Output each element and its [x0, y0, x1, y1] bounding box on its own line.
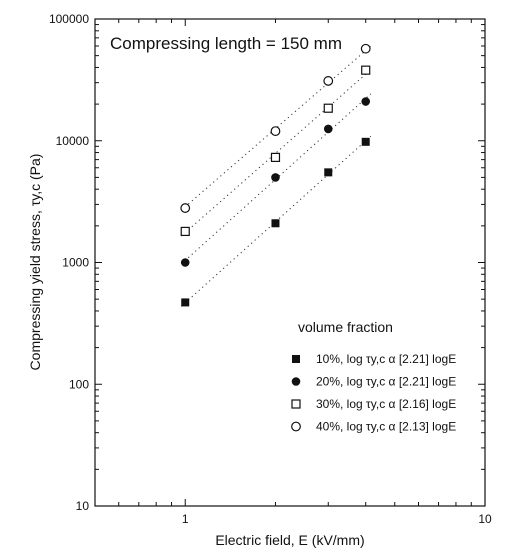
- legend-label: 30%, log τy,c α [2.16] logE: [316, 397, 456, 411]
- x-tick-label: 10: [478, 512, 492, 526]
- data-point: [323, 103, 333, 113]
- y-tick-label: 10: [76, 499, 90, 513]
- data-point: [323, 124, 333, 134]
- data-point: [181, 298, 190, 307]
- legend-marker: [292, 355, 300, 363]
- data-point: [271, 173, 280, 182]
- y-tick-label: 10000: [56, 134, 90, 148]
- tick-labels: 10 100 1000 10000 100000 1 10: [49, 12, 492, 526]
- data-point: [270, 152, 281, 162]
- data-point: [180, 258, 190, 267]
- data-point: [180, 226, 190, 237]
- data-point: [180, 203, 191, 213]
- legend-marker: [291, 421, 301, 432]
- legend-marker: [291, 377, 301, 386]
- legend-title: volume fraction: [298, 319, 393, 335]
- data-point: [323, 76, 334, 86]
- axis-ticks: [94, 19, 486, 507]
- y-axis-title: Compressing yield stress, τy,c (Pa): [27, 154, 43, 371]
- data-point: [270, 126, 281, 137]
- y-tick-label: 1000: [62, 256, 89, 270]
- legend-label: 10%, log τy,c α [2.21] logE: [316, 352, 456, 366]
- y-tick-label: 100: [69, 377, 89, 391]
- data-point: [360, 43, 371, 54]
- data-points: [180, 43, 371, 307]
- annotation-text: Compressing length = 150 mm: [110, 34, 342, 53]
- legend-label: 20%, log τy,c α [2.21] logE: [316, 375, 456, 389]
- legend-label: 40%, log τy,c α [2.13] logE: [316, 420, 456, 434]
- legend-marker: [291, 399, 301, 409]
- legend: 10%, log τy,c α [2.21] logE 20%, log τy,c…: [291, 352, 456, 434]
- data-point: [324, 168, 333, 177]
- data-point: [271, 219, 280, 228]
- data-point: [361, 65, 371, 75]
- data-point: [361, 137, 370, 146]
- data-point: [361, 97, 371, 106]
- y-tick-label: 100000: [49, 12, 89, 26]
- x-axis-title: Electric field, E (kV/mm): [215, 532, 364, 548]
- x-tick-label: 1: [182, 512, 189, 526]
